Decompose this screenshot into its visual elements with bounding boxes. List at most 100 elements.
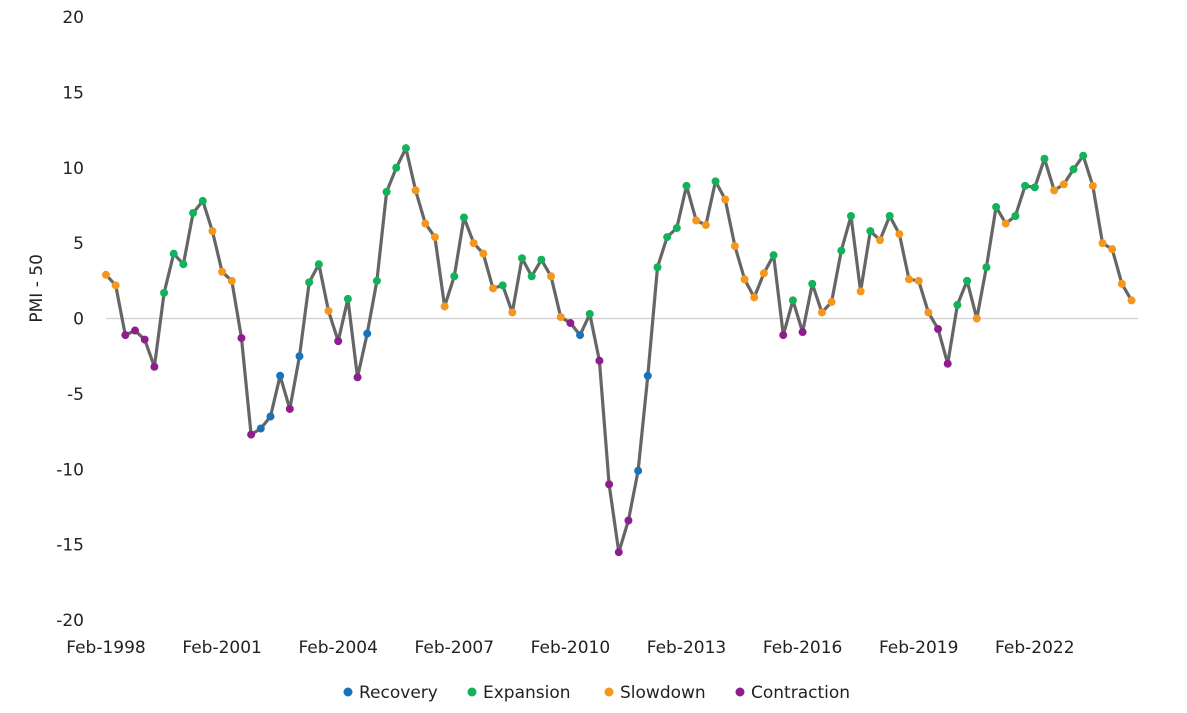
data-point-expansion: [672, 224, 681, 233]
data-point-slowdown: [905, 275, 914, 284]
y-tick-label: 10: [62, 159, 84, 179]
y-axis: 20 15 10 5 0 -5 -10 -15 -20: [56, 8, 84, 631]
data-point-slowdown: [914, 276, 923, 285]
data-point-slowdown: [740, 275, 749, 284]
data-point-slowdown: [721, 195, 730, 204]
data-point-recovery: [576, 331, 585, 340]
data-point-expansion: [179, 260, 188, 269]
data-point-contraction: [247, 430, 256, 439]
data-point-slowdown: [1098, 239, 1107, 248]
data-point-contraction: [237, 334, 246, 343]
x-tick-label: Feb-1998: [66, 638, 146, 658]
data-point-expansion: [837, 246, 846, 255]
data-point-recovery: [634, 466, 643, 475]
y-tick-label: -15: [56, 536, 84, 556]
x-tick-label: Feb-2013: [647, 638, 727, 658]
data-point-expansion: [682, 181, 691, 190]
y-tick-label: -20: [56, 611, 84, 631]
x-axis: Feb-1998 Feb-2001 Feb-2004 Feb-2007 Feb-2010…: [66, 638, 1074, 658]
data-point-slowdown: [972, 314, 981, 323]
y-tick-label: -10: [56, 460, 84, 480]
data-point-slowdown: [1088, 181, 1097, 190]
data-point-contraction: [140, 335, 149, 344]
data-point-slowdown: [730, 242, 739, 251]
data-point-slowdown: [692, 216, 701, 225]
data-point-expansion: [808, 279, 817, 288]
data-point-expansion: [401, 144, 410, 153]
legend-marker: [604, 687, 614, 697]
data-point-contraction: [131, 326, 140, 335]
data-point-expansion: [846, 211, 855, 220]
data-point-expansion: [372, 276, 381, 285]
data-point-slowdown: [924, 308, 933, 317]
data-point-slowdown: [1117, 279, 1126, 288]
data-point-slowdown: [489, 284, 497, 293]
data-point-slowdown: [856, 287, 865, 296]
data-point-slowdown: [547, 272, 556, 281]
data-point-slowdown: [421, 219, 430, 228]
x-tick-label: Feb-2019: [879, 638, 959, 658]
data-point-slowdown: [1127, 296, 1136, 305]
data-point-expansion: [518, 254, 527, 263]
data-point-expansion: [498, 281, 507, 290]
data-point-expansion: [1011, 211, 1020, 220]
data-point-expansion: [585, 309, 594, 318]
data-point-expansion: [1069, 165, 1078, 174]
y-tick-label: -5: [67, 385, 84, 405]
data-point-expansion: [527, 272, 536, 281]
data-point-contraction: [943, 359, 952, 368]
data-point-expansion: [1030, 183, 1039, 192]
data-point-slowdown: [1050, 186, 1059, 195]
data-point-expansion: [382, 187, 391, 196]
data-point-slowdown: [759, 269, 768, 278]
data-point-slowdown: [440, 302, 449, 311]
data-point-slowdown: [227, 276, 236, 285]
data-point-expansion: [169, 249, 178, 258]
data-point-slowdown: [111, 281, 120, 290]
x-tick-label: Feb-2016: [763, 638, 843, 658]
data-point-expansion: [314, 260, 323, 269]
data-point-expansion: [885, 211, 894, 220]
data-point-slowdown: [876, 236, 884, 245]
data-point-expansion: [198, 196, 207, 205]
legend-item-contraction: Contraction: [735, 683, 850, 703]
data-point-slowdown: [430, 233, 439, 242]
data-point-expansion: [788, 296, 797, 305]
data-point-contraction: [779, 331, 788, 340]
data-point-expansion: [450, 272, 459, 281]
y-tick-label: 15: [62, 83, 84, 103]
y-axis-label: PMI - 50: [27, 254, 47, 323]
data-point-slowdown: [411, 186, 420, 195]
data-point-contraction: [566, 319, 575, 328]
y-tick-label: 20: [62, 8, 84, 28]
data-point-slowdown: [817, 308, 826, 317]
data-point-expansion: [711, 177, 720, 186]
y-tick-label: 5: [73, 234, 84, 254]
data-point-contraction: [934, 325, 943, 334]
legend-label: Contraction: [751, 683, 850, 703]
data-point-contraction: [595, 356, 604, 365]
data-point-expansion: [653, 263, 662, 272]
data-point-recovery: [266, 412, 275, 421]
data-point-slowdown: [1108, 245, 1117, 254]
data-point-expansion: [1079, 151, 1088, 160]
data-point-slowdown: [750, 293, 759, 302]
data-point-slowdown: [508, 308, 517, 317]
legend: Recovery Expansion Slowdown Contraction: [343, 683, 850, 703]
data-point-contraction: [614, 548, 623, 557]
x-tick-label: Feb-2004: [298, 638, 378, 658]
data-point-slowdown: [827, 297, 836, 306]
data-point-recovery: [256, 424, 265, 433]
data-point-expansion: [992, 202, 1001, 211]
data-point-contraction: [285, 404, 294, 413]
data-point-contraction: [624, 516, 633, 525]
data-point-slowdown: [479, 249, 488, 258]
data-point-slowdown: [701, 221, 710, 230]
data-point-expansion: [1021, 181, 1030, 190]
data-point-expansion: [305, 278, 314, 287]
data-point-expansion: [459, 213, 468, 222]
legend-marker: [467, 687, 477, 697]
legend-item-recovery: Recovery: [343, 683, 438, 703]
x-tick-label: Feb-2022: [995, 638, 1075, 658]
